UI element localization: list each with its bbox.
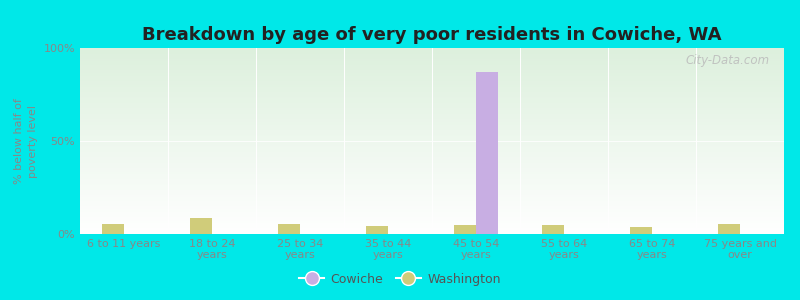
Bar: [718, 224, 740, 234]
Bar: [102, 224, 124, 234]
Bar: [476, 72, 498, 234]
Bar: [454, 225, 476, 234]
Text: City-Data.com: City-Data.com: [686, 54, 770, 67]
Bar: [366, 226, 388, 234]
Bar: [542, 225, 564, 234]
Bar: [190, 218, 212, 234]
Bar: [278, 224, 300, 234]
Legend: Cowiche, Washington: Cowiche, Washington: [294, 268, 506, 291]
Title: Breakdown by age of very poor residents in Cowiche, WA: Breakdown by age of very poor residents …: [142, 26, 722, 44]
Bar: [630, 227, 652, 234]
Y-axis label: % below half of
poverty level: % below half of poverty level: [14, 98, 38, 184]
